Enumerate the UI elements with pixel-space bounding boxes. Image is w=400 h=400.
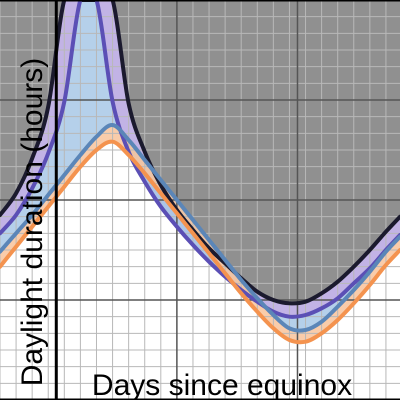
y-axis-label: Daylight duration (hours): [16, 58, 49, 387]
series-band-2: [0, 0, 400, 331]
series-line-2: [0, 123, 400, 333]
polar-day-shaded-region: [0, 0, 400, 304]
series-line-3: [0, 139, 400, 345]
series-line-1: [0, 0, 400, 319]
series-lines: [0, 0, 400, 345]
x-axis-label: Days since equinox: [92, 369, 352, 400]
